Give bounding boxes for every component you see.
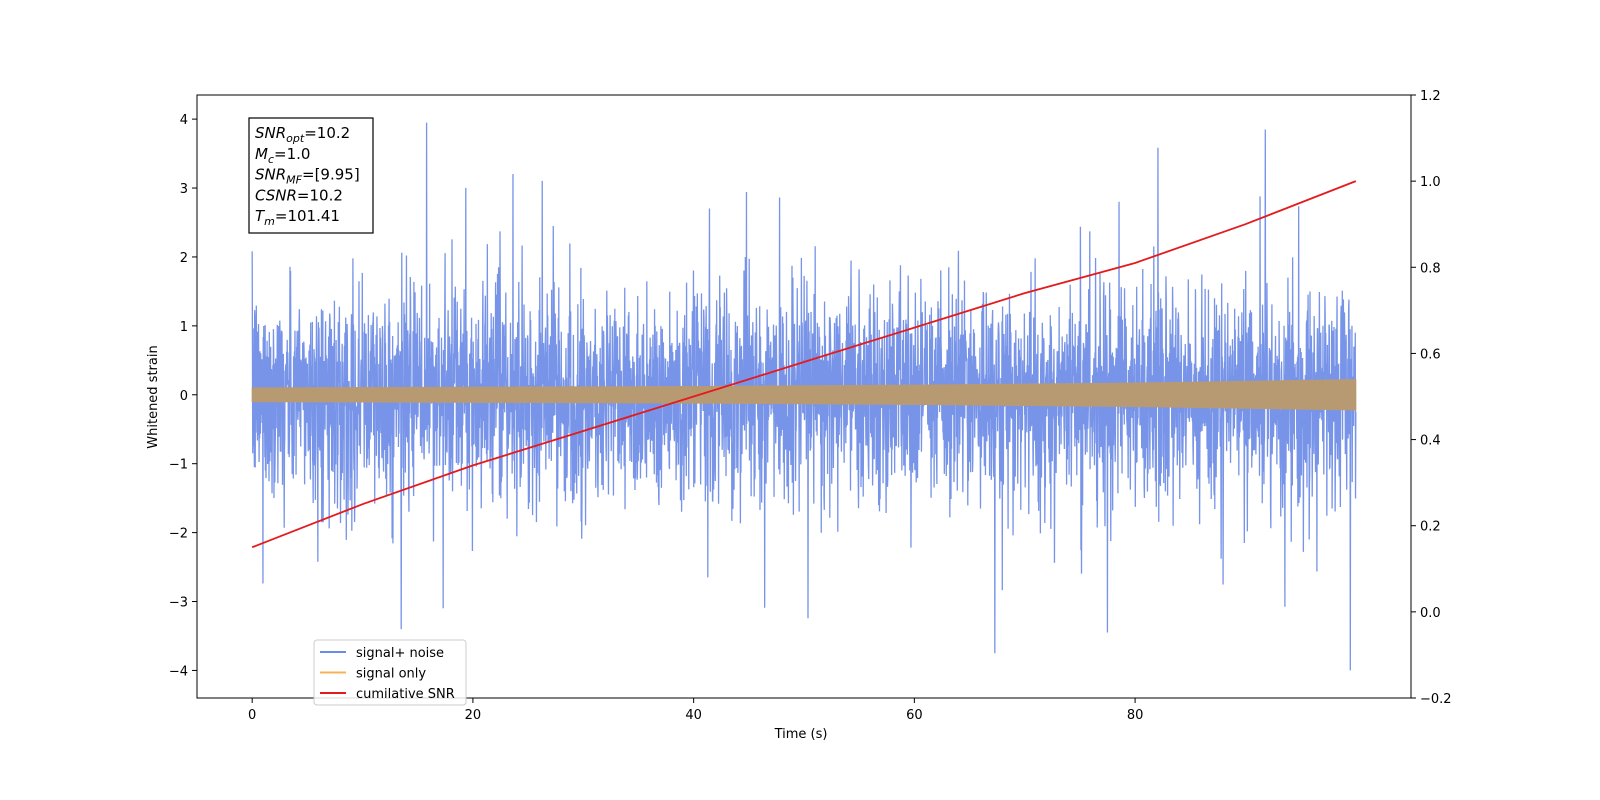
y2-tick-label: 0.2 [1420,520,1441,535]
annotation-line: Tm=101.41 [255,207,340,228]
y-tick-label: 3 [180,182,188,197]
x-tick-label: 20 [465,708,482,723]
series-signal-only-band [251,379,1357,411]
y-tick-label: 1 [180,320,188,335]
annotation-line: SNRMF=[9.95] [255,166,360,187]
y-tick-label: 0 [180,389,188,404]
legend-label: signal only [356,667,426,682]
y-tick-label: −2 [169,527,188,542]
x-axis-label: Time (s) [774,727,828,742]
y-tick-label: 2 [180,251,188,266]
plot-frame [196,94,1412,699]
x-tick-label: 60 [906,708,923,723]
series-cumulative-snr-line [251,180,1357,549]
annotation-line: SNRopt=10.2 [255,124,350,145]
y-axis-label: Whitened strain [146,345,161,448]
legend-label: signal+ noise [356,646,444,661]
x-tick-label: 0 [248,708,256,723]
y2-tick-label: 1.0 [1420,175,1441,190]
plot-area [251,122,1357,671]
y2-tick-label: 0.6 [1420,347,1441,362]
y-tick-label: −4 [169,664,188,679]
y2-tick-label: 0.8 [1420,261,1441,276]
x-tick-label: 40 [685,708,702,723]
y2-tick-label: 0.0 [1420,606,1441,621]
y2-tick-label: 0.4 [1420,434,1441,449]
y2-tick-label: 1.2 [1420,89,1441,104]
annotation-line: CSNR=10.2 [255,186,343,204]
y-tick-label: −3 [169,596,188,611]
y-tick-label: 4 [180,113,188,128]
legend: signal+ noise signal only cumilative SNR [313,639,467,706]
x-tick-label: 80 [1127,708,1144,723]
legend-label: cumilative SNR [356,687,455,702]
y2-tick-label: −0.2 [1420,692,1452,707]
y-tick-label: −1 [169,458,188,473]
annotation-line: Mc=1.0 [255,145,310,166]
